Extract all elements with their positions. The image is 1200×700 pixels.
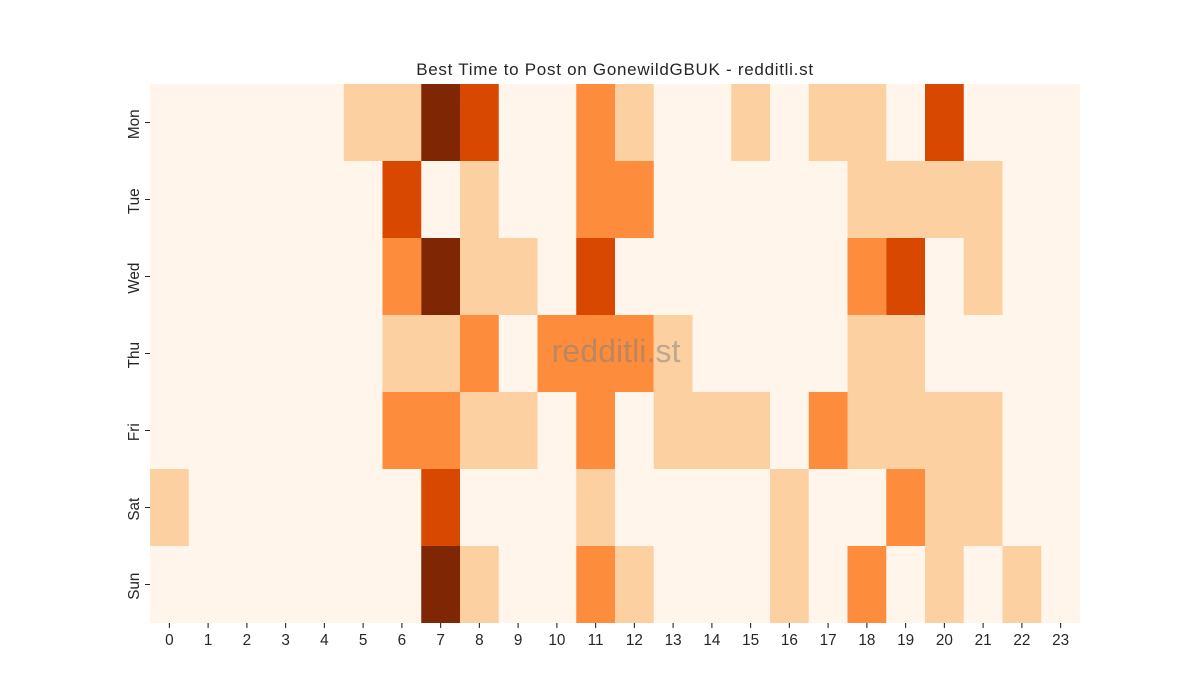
svg-text:redditli.st: redditli.st — [552, 333, 681, 369]
svg-text:20: 20 — [936, 632, 953, 649]
svg-text:11: 11 — [588, 632, 604, 649]
svg-text:Mon: Mon — [126, 109, 143, 139]
svg-text:14: 14 — [703, 632, 721, 649]
svg-text:3: 3 — [281, 632, 290, 649]
svg-text:15: 15 — [742, 632, 759, 649]
svg-text:9: 9 — [514, 632, 523, 649]
svg-text:12: 12 — [626, 632, 643, 649]
svg-text:6: 6 — [398, 632, 407, 649]
svg-text:0: 0 — [165, 632, 174, 649]
svg-text:18: 18 — [858, 632, 875, 649]
svg-text:Thu: Thu — [126, 342, 143, 368]
svg-text:22: 22 — [1013, 632, 1030, 649]
svg-text:16: 16 — [781, 632, 798, 649]
svg-text:17: 17 — [820, 632, 837, 649]
svg-text:Sat: Sat — [126, 497, 143, 521]
svg-text:23: 23 — [1052, 632, 1069, 649]
svg-text:Sun: Sun — [126, 573, 143, 600]
svg-text:13: 13 — [665, 632, 682, 649]
svg-text:7: 7 — [436, 632, 445, 649]
svg-text:21: 21 — [975, 632, 992, 649]
svg-text:19: 19 — [897, 632, 914, 649]
svg-text:5: 5 — [359, 632, 368, 649]
svg-text:Tue: Tue — [126, 188, 143, 214]
svg-text:1: 1 — [204, 632, 213, 649]
svg-text:4: 4 — [320, 632, 329, 649]
svg-text:Wed: Wed — [126, 263, 143, 294]
svg-text:Fri: Fri — [126, 423, 143, 441]
svg-text:Best Time to Post on GonewildG: Best Time to Post on GonewildGBUK - redd… — [416, 60, 814, 79]
svg-text:10: 10 — [548, 632, 565, 649]
svg-text:8: 8 — [475, 632, 484, 649]
svg-text:2: 2 — [243, 632, 252, 649]
